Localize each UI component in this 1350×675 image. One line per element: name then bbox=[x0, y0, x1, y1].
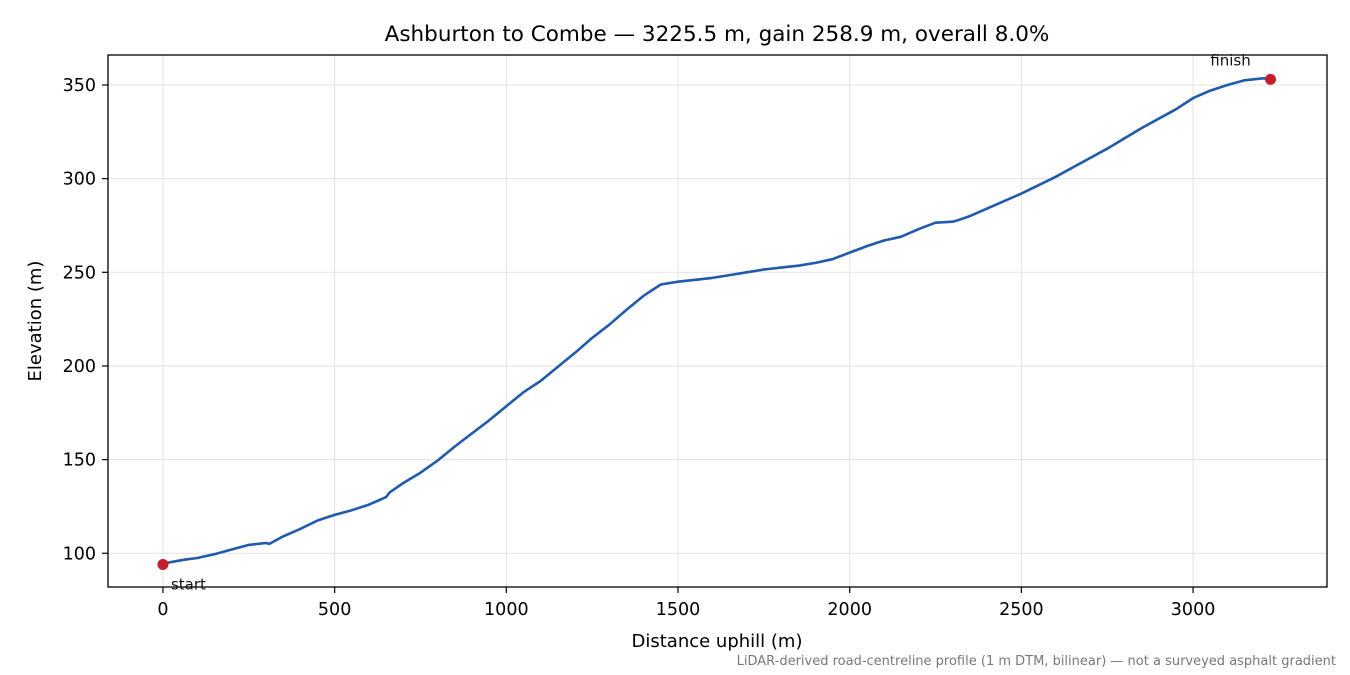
y-tick-label: 250 bbox=[63, 263, 96, 283]
finish-label: finish bbox=[1210, 51, 1250, 69]
x-tick-label: 0 bbox=[157, 600, 168, 620]
markers: start finish bbox=[157, 51, 1277, 594]
y-axis-label: Elevation (m) bbox=[25, 261, 46, 382]
x-tick-label: 1000 bbox=[484, 600, 529, 620]
x-tick-label: 2500 bbox=[999, 600, 1044, 620]
y-tick-label: 350 bbox=[63, 76, 96, 96]
plot-area-frame bbox=[107, 54, 1328, 588]
y-tick-label: 100 bbox=[63, 544, 96, 564]
x-tick-label: 3000 bbox=[1171, 600, 1216, 620]
x-tick-label: 2000 bbox=[827, 600, 872, 620]
y-tick-label: 200 bbox=[63, 357, 96, 377]
start-marker bbox=[157, 559, 169, 571]
x-tick-label: 500 bbox=[318, 600, 351, 620]
finish-marker bbox=[1265, 73, 1277, 85]
start-label: start bbox=[171, 576, 206, 594]
chart-title: Ashburton to Combe — 3225.5 m, gain 258.… bbox=[385, 22, 1050, 47]
x-axis-label: Distance uphill (m) bbox=[632, 631, 803, 652]
x-tick-label: 1500 bbox=[656, 600, 701, 620]
elevation-line bbox=[161, 77, 1272, 565]
axis-ticks: 0 500 1000 1500 2000 2500 3000 100 150 200 250 300 3… bbox=[63, 76, 1216, 620]
y-tick-label: 150 bbox=[63, 451, 96, 471]
y-tick-label: 300 bbox=[63, 170, 96, 190]
footnote: LiDAR-derived road-centreline profile (1… bbox=[737, 654, 1336, 669]
series-layer bbox=[161, 77, 1272, 565]
grid bbox=[108, 55, 1327, 587]
